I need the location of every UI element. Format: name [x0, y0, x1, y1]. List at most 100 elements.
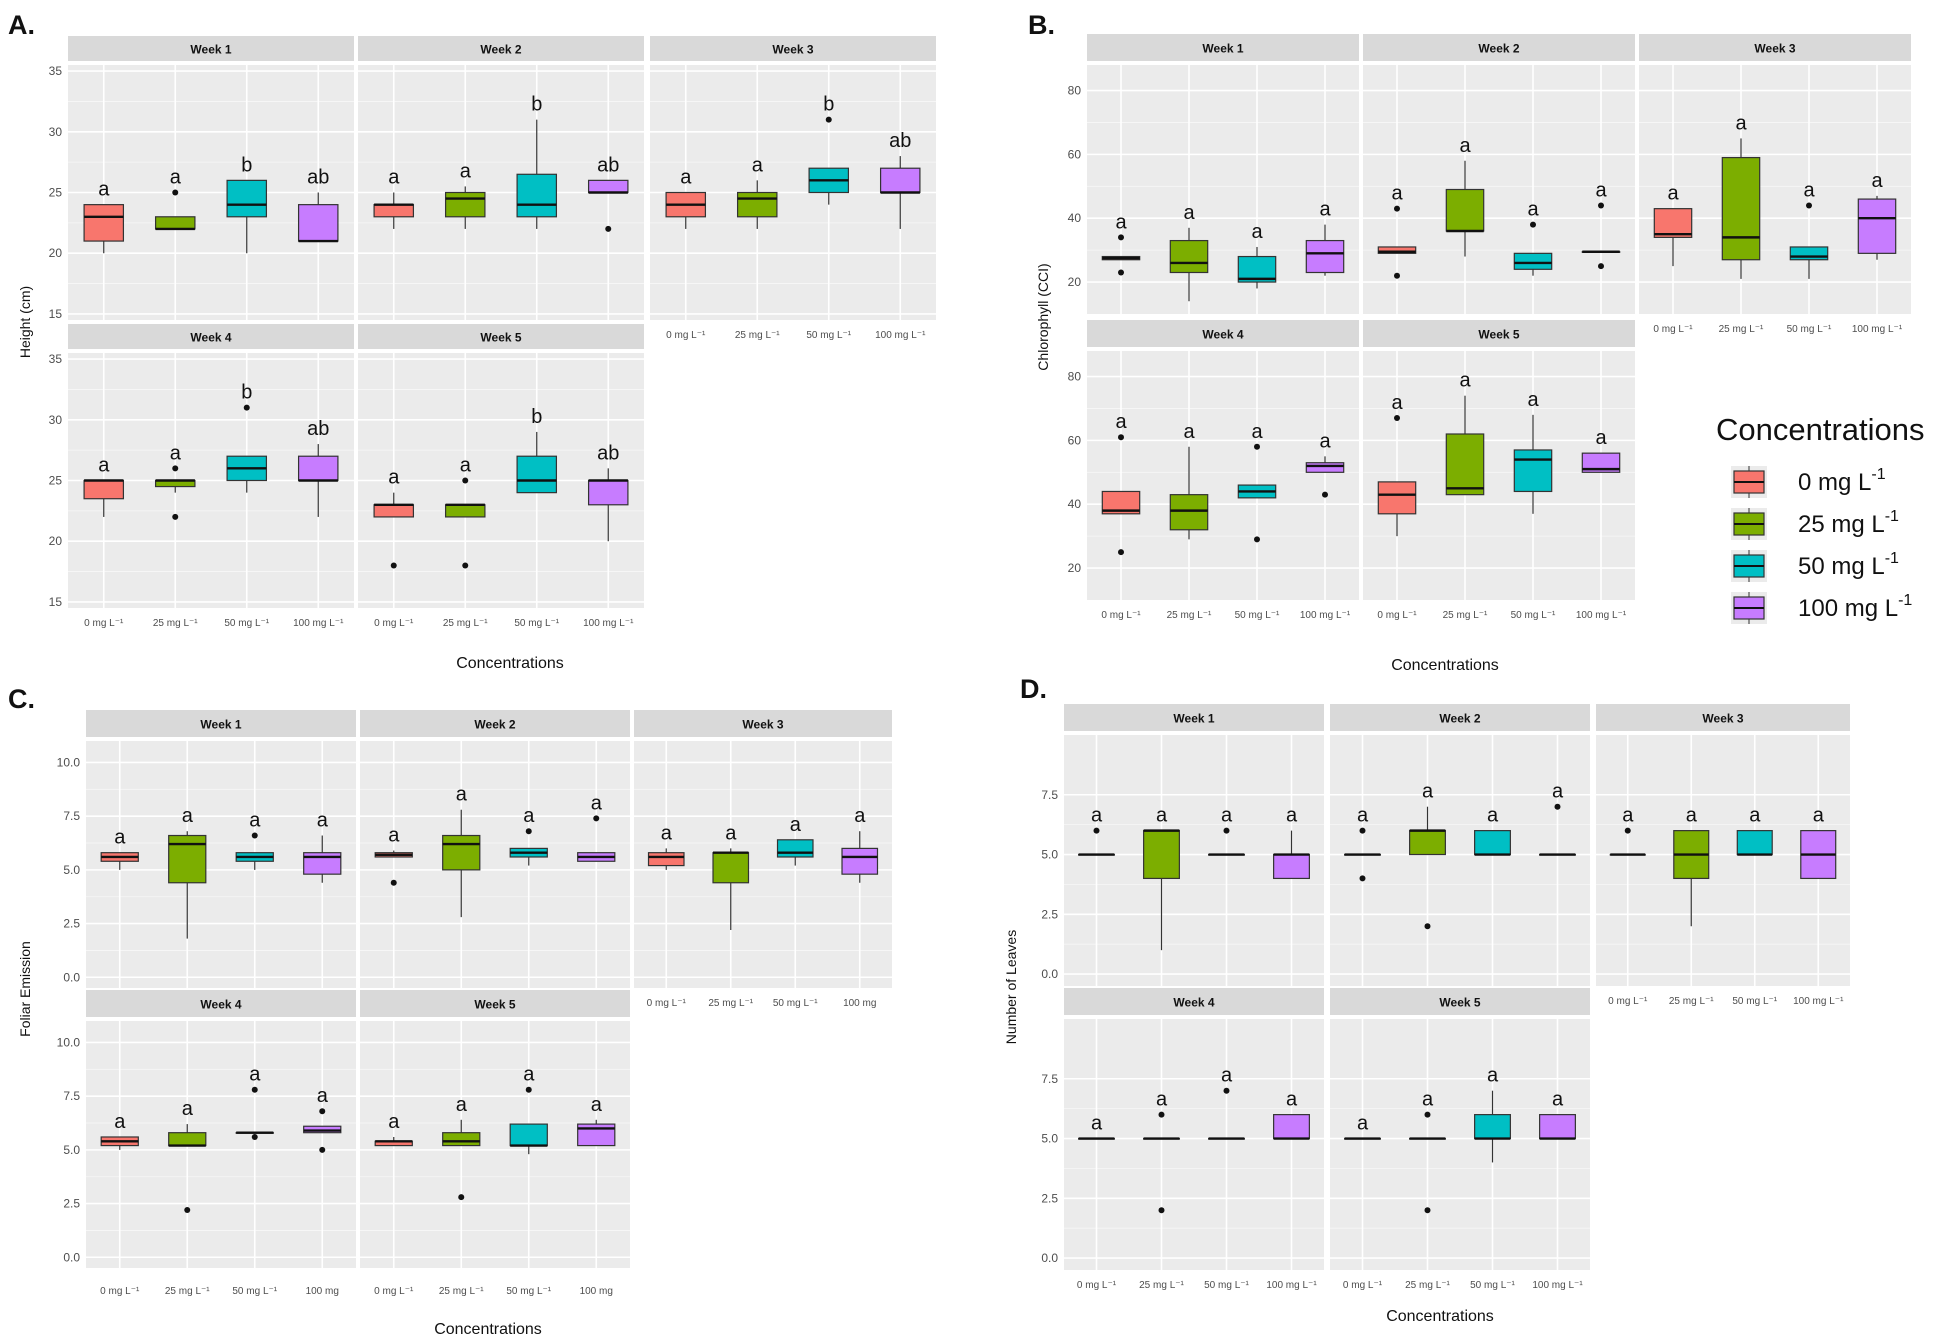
outlier-point — [251, 832, 258, 839]
box-3: a — [1513, 199, 1553, 276]
x-tick-label: 0 mg L⁻¹ — [666, 330, 706, 341]
box-2: a — [1169, 202, 1209, 302]
x-tick-label: 100 mg L⁻¹ — [1793, 996, 1844, 1007]
chart-panel-b: B. Chlorophyll (CCI) Concentrations Week 1 2… — [1028, 10, 1911, 674]
facet-strip — [1087, 34, 1359, 61]
facet-week-4: Week 4 20 40 60 80 0 mg L⁻¹ 25 mg L⁻¹ 50 mg L⁻¹… — [1068, 320, 1359, 621]
outlier-point — [525, 828, 532, 835]
facet-week-5: Week 5 0 mg L⁻¹ 25 mg L⁻¹ 50 mg L⁻¹ 100 mg L… — [358, 324, 644, 629]
box-4: a — [1273, 805, 1310, 880]
x-axis-label: Concentrations — [434, 1321, 542, 1338]
box-4: a — [1273, 1089, 1310, 1140]
legend-entry-1: 0 mg L-1 — [1731, 466, 1886, 498]
y-tick-label: 60 — [1068, 433, 1082, 447]
x-tick-label: 100 mg — [580, 1286, 613, 1297]
x-tick-label: 0 mg L⁻¹ — [1101, 610, 1141, 621]
x-tick-label: 50 mg L⁻¹ — [1511, 610, 1556, 621]
box-4: a — [841, 805, 879, 883]
significance-letter: a — [182, 1098, 194, 1120]
outlier-point — [1394, 272, 1400, 279]
box-2: a — [736, 154, 778, 229]
facet-title: Week 2 — [1439, 712, 1480, 726]
box-3: a — [509, 805, 548, 866]
y-tick-label: 40 — [1068, 211, 1082, 225]
significance-letter: a — [1221, 1065, 1233, 1087]
box-3: b — [516, 406, 558, 494]
significance-letter: a — [317, 1085, 329, 1107]
facet-title: Week 1 — [1202, 42, 1243, 56]
significance-letter: a — [388, 1111, 400, 1133]
facet-strip — [68, 324, 354, 349]
significance-letter: a — [388, 467, 400, 489]
outlier-point — [1093, 827, 1100, 834]
y-tick-label: 7.5 — [63, 809, 80, 823]
facet-week-4: Week 4 0.0 2.5 5.0 7.5 0 mg L⁻¹ 25 mg L⁻¹ 50 mg… — [1041, 988, 1324, 1291]
y-tick-label: 7.5 — [1041, 788, 1058, 802]
box-iqr — [1143, 830, 1180, 880]
y-tick-label: 0.0 — [1041, 967, 1058, 981]
facet-week-5: Week 5 0 mg L⁻¹ 25 mg L⁻¹ 50 mg L⁻¹ 100 mg L… — [1330, 988, 1590, 1291]
legend-label: 0 mg L-1 — [1798, 466, 1886, 496]
facet-title: Week 2 — [474, 718, 515, 732]
x-tick-label: 100 mg L⁻¹ — [1852, 324, 1903, 335]
facet-title: Week 2 — [480, 43, 521, 57]
box-4: a — [1581, 427, 1621, 473]
box-iqr — [841, 847, 879, 875]
x-tick-label: 25 mg L⁻¹ — [1669, 996, 1714, 1007]
legend-label-superscript: -1 — [1885, 550, 1899, 567]
box-3: a — [1474, 805, 1511, 856]
box-4: a — [303, 1085, 342, 1153]
legend-label-text: 25 mg L — [1798, 511, 1885, 538]
x-tick-label: 100 mg L⁻¹ — [1532, 1280, 1583, 1291]
box-3: a — [1237, 221, 1277, 289]
significance-letter: b — [531, 94, 542, 116]
outlier-point — [605, 225, 612, 232]
outlier-point — [1158, 1111, 1165, 1118]
box-iqr — [1101, 490, 1141, 515]
significance-letter: a — [1183, 202, 1195, 224]
box-1: a — [647, 822, 685, 870]
legend-label-text: 0 mg L — [1798, 469, 1871, 496]
outlier-point — [825, 116, 832, 123]
box-iqr — [736, 191, 778, 218]
x-tick-label: 25 mg L⁻¹ — [1443, 610, 1488, 621]
box-iqr — [1169, 239, 1209, 274]
x-tick-label: 100 mg L⁻¹ — [583, 618, 634, 629]
facet-title: Week 2 — [1478, 42, 1519, 56]
x-tick-label: 50 mg L⁻¹ — [773, 998, 818, 1009]
facet-title: Week 1 — [190, 43, 231, 57]
significance-letter: a — [854, 805, 866, 827]
facet-title: Week 4 — [1173, 996, 1214, 1010]
x-tick-label: 50 mg L⁻¹ — [514, 618, 559, 629]
box-iqr — [1305, 239, 1345, 274]
box-4: ab — [587, 442, 629, 542]
box-1: a — [1078, 805, 1115, 856]
x-tick-label: 25 mg L⁻¹ — [439, 1286, 484, 1297]
outlier-point — [1424, 923, 1431, 930]
x-tick-label: 50 mg L⁻¹ — [232, 1286, 277, 1297]
box-iqr — [1169, 494, 1209, 531]
significance-letter: ab — [597, 442, 619, 464]
significance-letter: a — [523, 805, 535, 827]
facet-week-3: Week 3 0 mg L⁻¹ 25 mg L⁻¹ 50 mg L⁻¹ 100 mg L… — [1639, 34, 1911, 335]
y-tick-label: 5.0 — [1041, 848, 1058, 862]
legend-label-superscript: -1 — [1871, 466, 1885, 483]
facet-strip — [358, 324, 644, 349]
outlier-point — [1598, 202, 1604, 209]
significance-letter: b — [823, 94, 834, 116]
box-iqr — [1653, 208, 1693, 238]
significance-letter: a — [1091, 1113, 1103, 1135]
significance-letter: a — [1183, 421, 1195, 443]
significance-letter: a — [1749, 805, 1761, 827]
outlier-point — [243, 404, 250, 411]
legend-label: 100 mg L-1 — [1798, 592, 1912, 622]
legend-label: 25 mg L-1 — [1798, 508, 1899, 538]
y-tick-label: 2.5 — [63, 1197, 80, 1211]
significance-letter: a — [182, 805, 194, 827]
box-iqr — [1513, 449, 1553, 493]
outlier-point — [458, 1194, 465, 1201]
outlier-point — [319, 1146, 326, 1153]
box-2: a — [1673, 805, 1710, 927]
